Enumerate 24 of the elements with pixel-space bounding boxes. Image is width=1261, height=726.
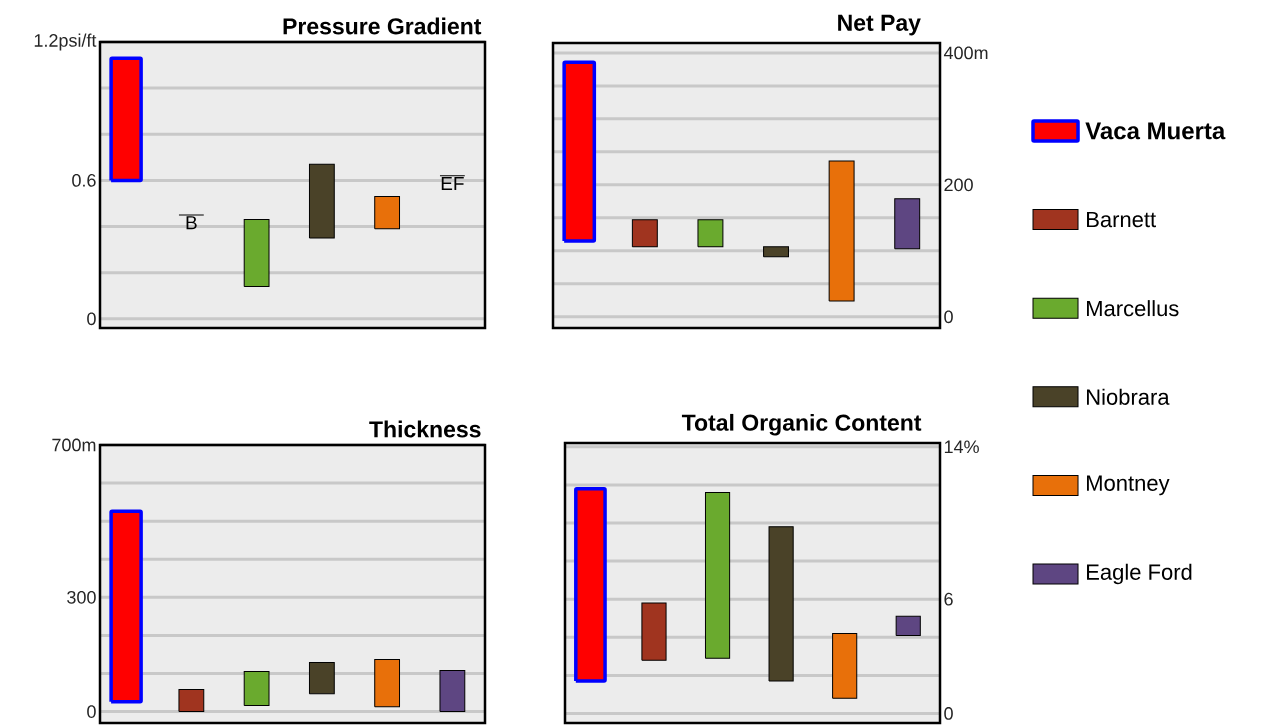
y-tick-label: 14% bbox=[944, 440, 979, 454]
annotation: B bbox=[186, 216, 197, 230]
legend-label: Vaca Muerta bbox=[1085, 122, 1226, 140]
y-tick-label: 0 bbox=[87, 312, 96, 326]
chart-title: Total Organic Content bbox=[681, 413, 922, 436]
chart-title: Net Pay bbox=[838, 14, 921, 36]
y-tick-label: 0 bbox=[87, 705, 96, 718]
chart-title: Pressure Gradient bbox=[283, 17, 482, 35]
y-tick-label: 300 bbox=[67, 590, 96, 604]
y-tick-label: 0 bbox=[944, 707, 953, 720]
y-tick-label: 700m bbox=[52, 438, 96, 452]
chart-title: Thickness bbox=[369, 420, 481, 438]
annotation: EF bbox=[441, 176, 464, 191]
legend-label: Eagle Ford bbox=[1087, 563, 1192, 585]
y-tick-label: 1.2psi/ft bbox=[34, 33, 97, 51]
y-tick-label: 200 bbox=[944, 178, 973, 192]
legend-label: Barnett bbox=[1087, 211, 1156, 228]
y-tick-label: 0.6 bbox=[72, 174, 96, 187]
y-tick-label: 400m bbox=[943, 46, 988, 60]
y-tick-label: 6 bbox=[944, 592, 953, 606]
y-tick-label: 0 bbox=[944, 310, 953, 324]
legend-label: Niobrara bbox=[1087, 388, 1170, 405]
legend-label: Marcellus bbox=[1087, 300, 1179, 317]
legend-label: Montney bbox=[1087, 475, 1170, 496]
